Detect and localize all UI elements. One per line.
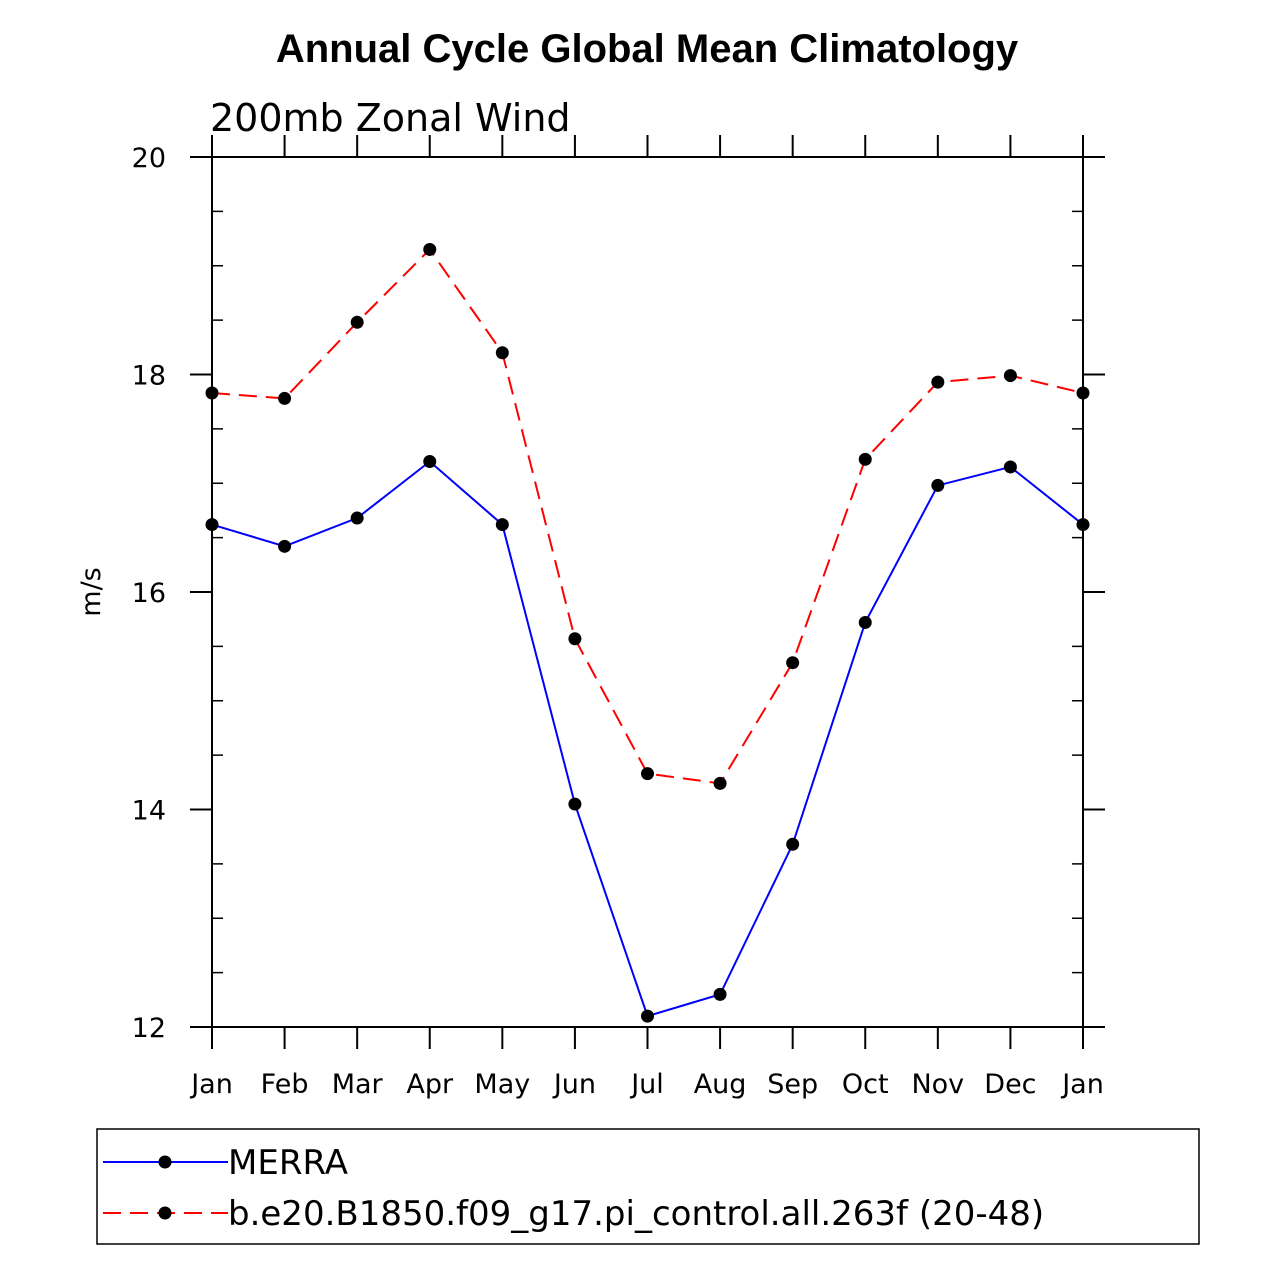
x-tick-label: Jun: [552, 1069, 596, 1100]
y-tick-label: 18: [132, 361, 166, 392]
series-layer: [205, 242, 1090, 1023]
x-tick-label: Aug: [694, 1069, 747, 1100]
data-point-series-0: [641, 1009, 654, 1023]
x-tick-label: Jul: [629, 1069, 664, 1100]
x-tick-label: May: [474, 1069, 530, 1100]
data-point-series-1: [423, 242, 437, 256]
data-point-series-0: [423, 455, 437, 468]
x-tick-label: Mar: [332, 1069, 384, 1100]
data-point-series-0: [713, 987, 727, 1001]
chart-title: Annual Cycle Global Mean Climatology: [276, 27, 1019, 71]
legend-label-model: b.e20.B1850.f09_g17.pi_control.all.263f …: [228, 1194, 1044, 1234]
data-point-series-1: [350, 315, 364, 329]
data-point-series-1: [931, 375, 945, 389]
data-point-series-1: [1003, 369, 1017, 383]
series-line-0: [211, 460, 1084, 1018]
tick-labels: Jan Feb Mar Apr May Jun Jul Aug Sep Oct Nov Dec Jan 1…: [132, 143, 1104, 1100]
legend-marker-model: [158, 1206, 172, 1220]
y-tick-label: 20: [132, 143, 166, 174]
data-point-series-0: [278, 539, 292, 553]
y-tick-label: 12: [132, 1013, 166, 1044]
legend-marker-merra: [158, 1155, 172, 1169]
data-point-series-1: [786, 656, 800, 670]
data-point-series-0: [568, 797, 582, 811]
data-point-series-1: [858, 452, 872, 466]
data-point-series-0: [858, 615, 872, 629]
x-tick-label: Apr: [406, 1069, 454, 1100]
x-tick-label: Sep: [767, 1069, 818, 1100]
axis-ticks: [190, 135, 1105, 1049]
legend: MERRA b.e20.B1850.f09_g17.pi_control.all…: [96, 1128, 1200, 1245]
legend-box: [96, 1128, 1200, 1245]
x-tick-label: Dec: [984, 1069, 1036, 1100]
data-point-series-0: [495, 518, 509, 532]
chart-subtitle: 200mb Zonal Wind: [210, 96, 571, 140]
y-tick-label: 14: [132, 796, 166, 827]
y-tick-label: 16: [132, 578, 166, 609]
data-point-series-0: [350, 511, 364, 525]
data-point-series-1: [641, 767, 654, 781]
data-point-series-0: [1003, 460, 1017, 474]
series-line-1: [211, 247, 1084, 785]
x-tick-label: Oct: [842, 1069, 889, 1100]
legend-label-merra: MERRA: [228, 1143, 348, 1183]
data-point-series-0: [1076, 518, 1090, 532]
x-tick-label: Jan: [1060, 1069, 1104, 1100]
x-tick-label: Jan: [189, 1069, 233, 1100]
x-tick-label: Nov: [911, 1069, 964, 1100]
data-point-series-0: [931, 478, 945, 492]
data-point-series-0: [205, 518, 219, 532]
data-point-series-1: [205, 386, 219, 400]
plot-frame: [211, 156, 1084, 1028]
data-point-series-1: [278, 391, 292, 405]
data-point-series-1: [495, 346, 509, 360]
data-point-series-1: [713, 776, 727, 790]
data-point-series-1: [568, 632, 582, 646]
x-tick-label: Feb: [261, 1069, 309, 1100]
y-axis-label: m/s: [76, 567, 107, 616]
data-point-series-1: [1076, 386, 1090, 400]
data-point-series-0: [786, 837, 800, 851]
